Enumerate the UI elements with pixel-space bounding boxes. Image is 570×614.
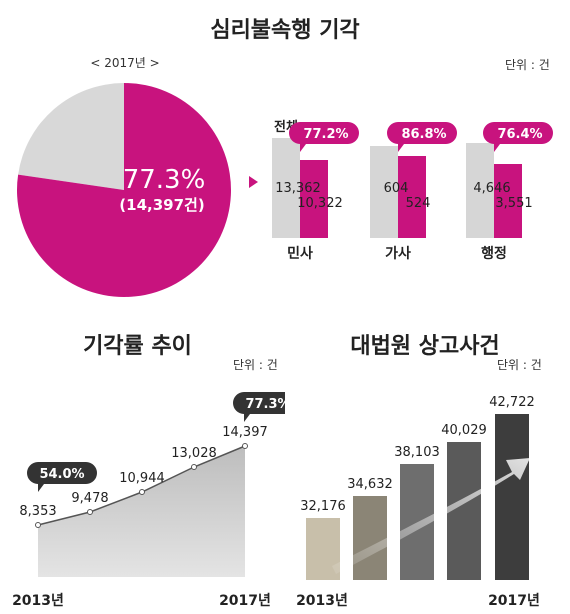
case-bar bbox=[447, 442, 481, 580]
x-label-end: 2017년 bbox=[219, 593, 271, 609]
case-bar bbox=[353, 496, 387, 580]
bar-dismissed bbox=[398, 156, 426, 238]
category-label: 행정 bbox=[481, 245, 507, 262]
unit-label-cases: 단위 : 건 bbox=[497, 358, 542, 372]
pie-percent-label: 77.3% bbox=[123, 165, 206, 195]
x-label-start: 2013년 bbox=[296, 593, 348, 609]
case-bar-label: 34,632 bbox=[347, 477, 393, 492]
pie-slice-main bbox=[16, 83, 231, 297]
data-label: 8,353 bbox=[19, 504, 56, 519]
data-label: 13,028 bbox=[171, 446, 217, 461]
data-label: 10,944 bbox=[119, 471, 165, 486]
rate-badge bbox=[233, 392, 285, 422]
rate-trend-title: 기각률 추이 bbox=[83, 334, 192, 359]
rate-badge-label: 77.3% bbox=[245, 397, 285, 412]
category-label: 가사 bbox=[385, 246, 411, 262]
bar-total bbox=[272, 138, 300, 238]
page-title: 심리불속행 기각 bbox=[210, 18, 360, 43]
bar-total bbox=[466, 143, 494, 238]
pie-chart: 77.3% (14,397건) bbox=[16, 83, 231, 297]
rate-badge bbox=[483, 122, 553, 152]
x-label-end: 2017년 bbox=[488, 593, 540, 609]
category-bar-chart: 전체 13,36210,322민사77.2%604524가사86.8%4,646… bbox=[272, 119, 553, 262]
bar-total-label: 4,646 bbox=[473, 181, 510, 196]
pointer-arrow bbox=[249, 176, 258, 188]
data-point bbox=[242, 443, 248, 449]
bar-dismissed-label: 10,322 bbox=[297, 196, 343, 211]
bar-dismissed bbox=[494, 164, 522, 238]
case-bar bbox=[495, 414, 529, 580]
case-bar-label: 32,176 bbox=[300, 499, 346, 514]
area-fill bbox=[38, 446, 245, 577]
rate-area-chart: 8,353 9,478 10,944 13,028 14,397 2013년 2017년 54… bbox=[12, 392, 285, 609]
data-label: 9,478 bbox=[71, 491, 108, 506]
bar-total-label: 604 bbox=[384, 181, 409, 196]
data-point bbox=[35, 522, 41, 528]
year-label: < 2017년 > bbox=[90, 56, 160, 70]
rate-badge-label: 54.0% bbox=[39, 467, 84, 482]
bar-dismissed bbox=[300, 160, 328, 238]
category-label: 민사 bbox=[287, 245, 313, 262]
rate-badge bbox=[27, 462, 97, 492]
trend-arrow bbox=[332, 458, 530, 574]
unit-label-top: 단위 : 건 bbox=[505, 58, 550, 72]
data-point bbox=[191, 464, 197, 470]
supreme-court-title: 대법원 상고사건 bbox=[350, 334, 500, 359]
bar-total bbox=[370, 146, 398, 238]
rate-badge-label: 86.8% bbox=[401, 127, 446, 142]
case-bar-label: 40,029 bbox=[441, 423, 487, 438]
x-label-start: 2013년 bbox=[12, 593, 64, 609]
unit-label-trend: 단위 : 건 bbox=[233, 358, 278, 372]
rate-badge-label: 77.2% bbox=[303, 127, 348, 142]
rate-badge-label: 76.4% bbox=[497, 127, 542, 142]
data-point bbox=[139, 489, 145, 495]
data-point bbox=[87, 509, 93, 515]
pie-count-label: (14,397건) bbox=[119, 196, 204, 214]
rate-badge bbox=[387, 122, 457, 152]
bar-dismissed-label: 524 bbox=[406, 196, 431, 211]
rate-badge bbox=[289, 122, 359, 152]
bar-dismissed-label: 3,551 bbox=[495, 196, 532, 211]
case-bar-label: 38,103 bbox=[394, 445, 440, 460]
case-bar-label: 42,722 bbox=[489, 395, 535, 410]
pie-slice-rest bbox=[18, 83, 124, 190]
bar-total-label: 13,362 bbox=[275, 181, 321, 196]
data-label: 14,397 bbox=[222, 425, 268, 440]
